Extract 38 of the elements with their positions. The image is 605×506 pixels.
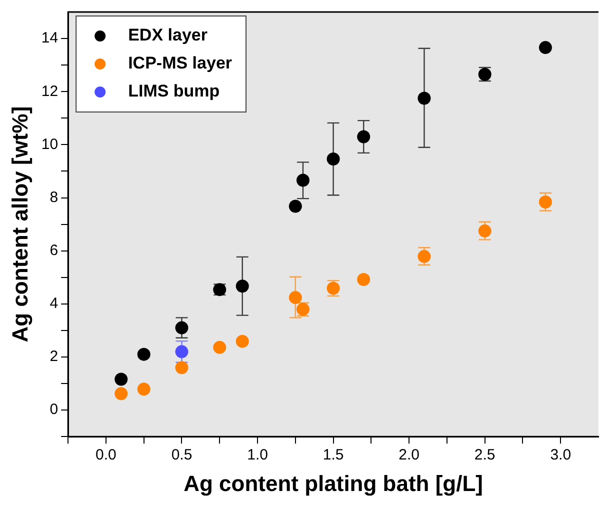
- x-axis-title: Ag content plating bath [g/L]: [184, 470, 483, 496]
- y-axis-title: Ag content alloy [wt%]: [7, 106, 32, 342]
- legend-label: ICP-MS layer: [128, 54, 232, 73]
- y-tick-label: 12: [41, 82, 58, 100]
- x-tick-label: 1.5: [322, 446, 344, 464]
- y-tick-label: 4: [50, 295, 58, 312]
- point: [114, 387, 128, 400]
- point: [296, 174, 310, 187]
- x-tick-label: 1.0: [247, 446, 268, 464]
- y-tick-label: 10: [41, 136, 58, 153]
- point: [326, 152, 340, 166]
- y-tick-label: 6: [50, 242, 58, 259]
- point: [114, 372, 128, 386]
- point: [236, 334, 249, 348]
- x-tick-label: 0.5: [171, 446, 192, 464]
- point: [418, 92, 431, 105]
- point: [213, 340, 226, 354]
- y-tick-label: 8: [50, 188, 58, 206]
- point: [175, 345, 188, 358]
- point: [357, 273, 370, 286]
- point: [137, 348, 150, 361]
- y-tick-label: 2: [50, 348, 58, 366]
- legend-label: LIMS bump: [128, 82, 220, 101]
- point: [236, 280, 249, 293]
- point: [538, 41, 552, 54]
- point: [175, 321, 188, 334]
- point: [137, 382, 150, 396]
- x-tick-label: 2.5: [474, 446, 496, 464]
- x-tick-label: 0.0: [96, 446, 116, 464]
- x-tick-label: 3.0: [550, 446, 572, 464]
- point: [357, 130, 370, 144]
- legend-label: EDX layer: [128, 26, 208, 45]
- point: [288, 200, 302, 213]
- point: [175, 361, 188, 374]
- x-tick-label: 2.0: [398, 446, 420, 464]
- y-tick-label: 0: [50, 401, 58, 418]
- point: [288, 291, 302, 304]
- y-tick-label: 14: [41, 30, 58, 47]
